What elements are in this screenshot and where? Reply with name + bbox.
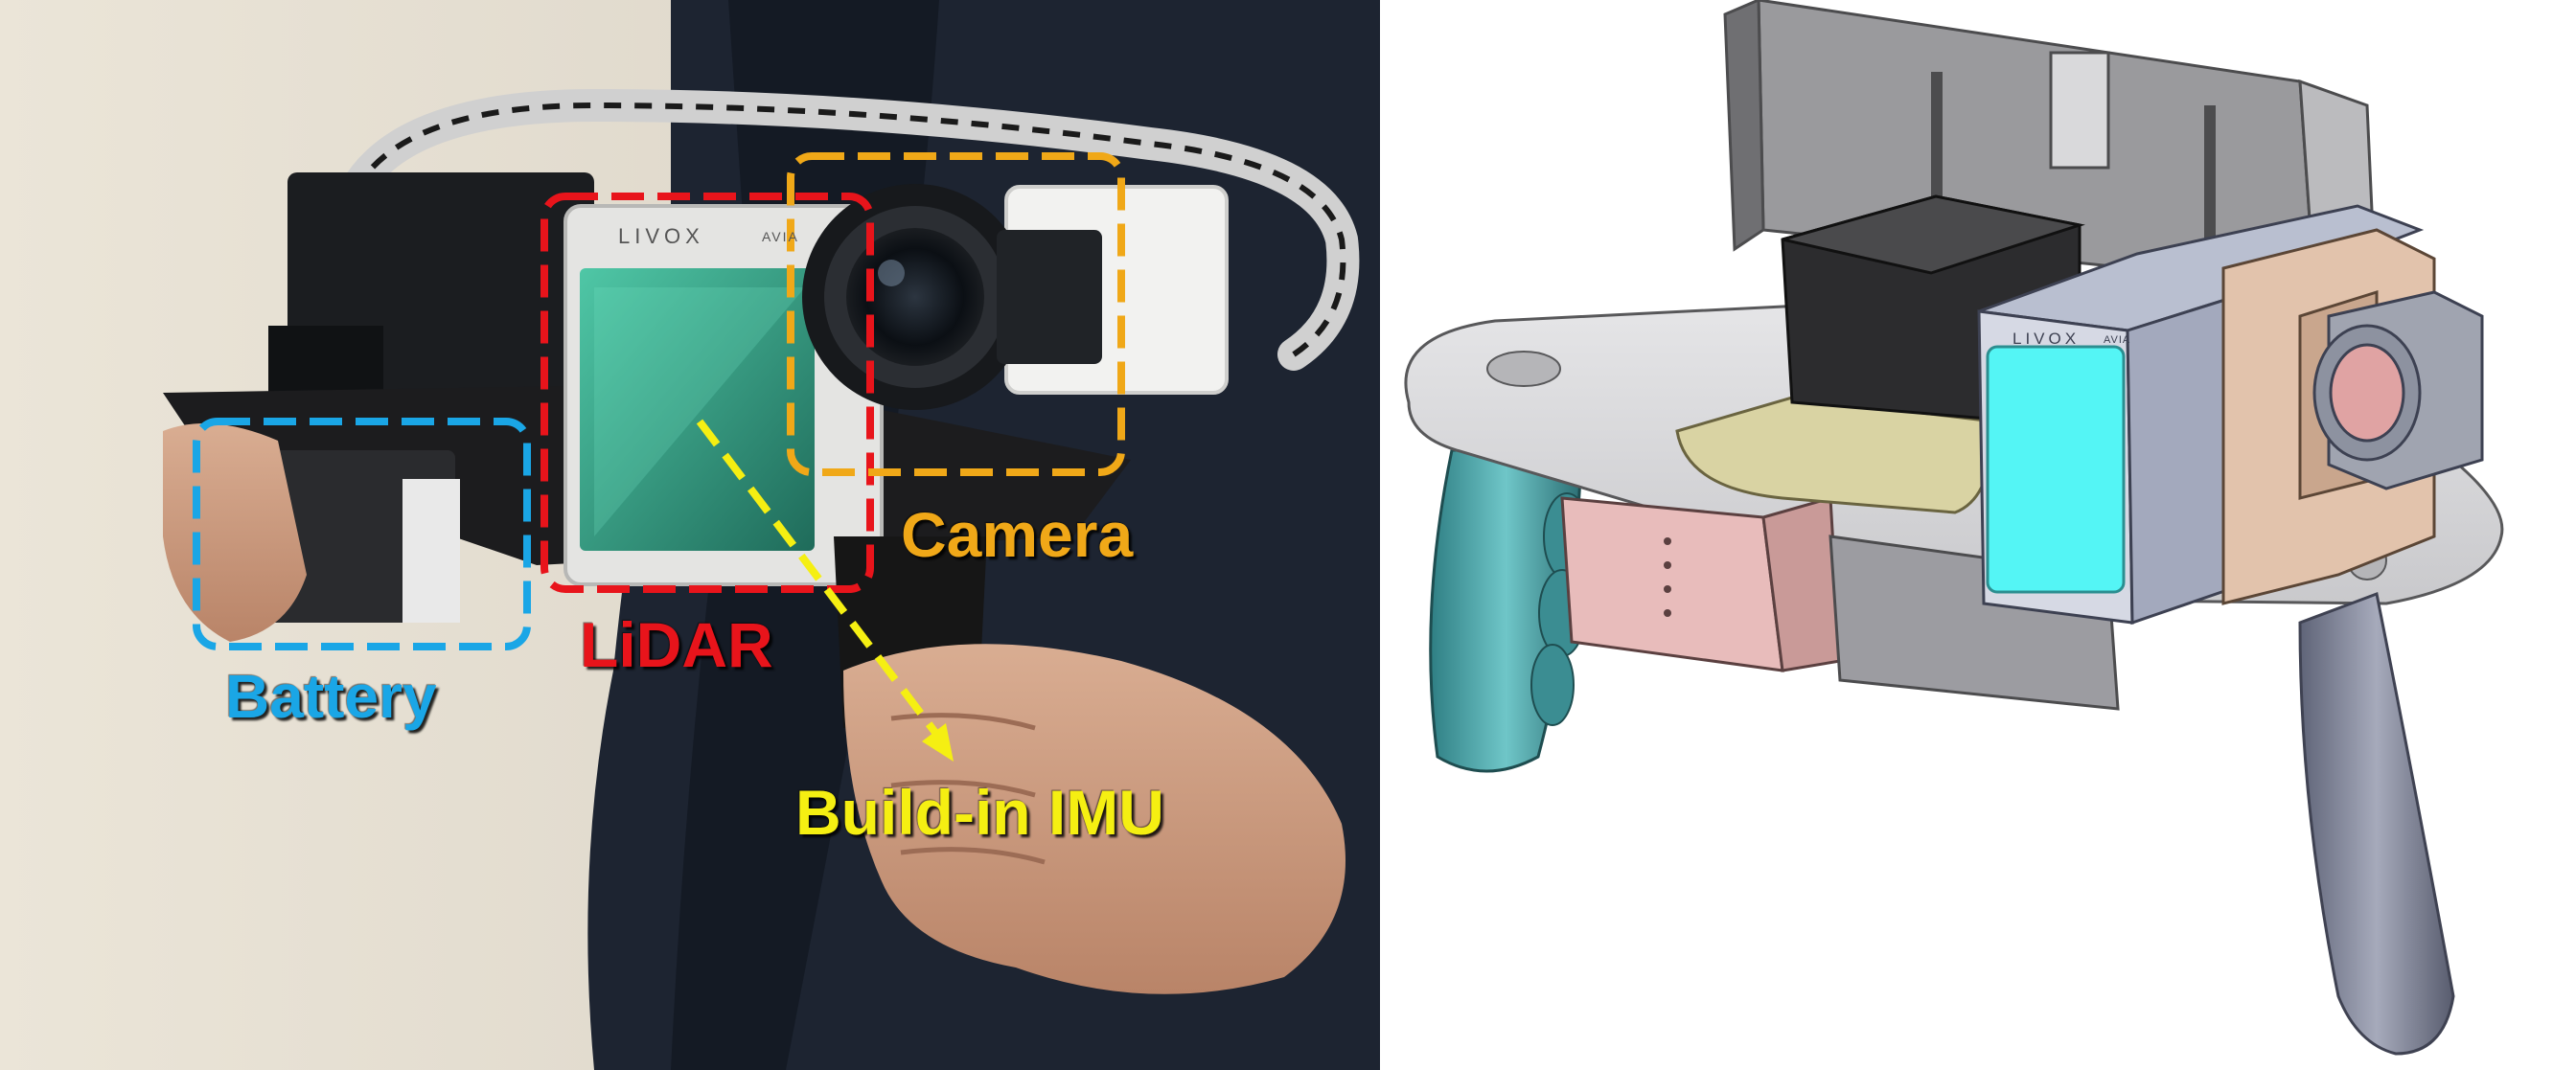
battery-label: Battery: [225, 662, 437, 731]
right-hand: [843, 644, 1346, 994]
cad-lidar-logo-brand: LIVOX: [2012, 330, 2081, 348]
imu-arrow: [696, 419, 943, 740]
cad-battery: [1560, 496, 1784, 672]
cad-lidar-window: [1986, 345, 2126, 594]
imu-arrowhead: [922, 723, 954, 762]
imu-label: Build-in IMU: [795, 777, 1164, 848]
lidar-logo-brand: LIVOX: [618, 224, 704, 248]
cad-illustration: [1404, 0, 2504, 1056]
photo-illustration: [0, 0, 1380, 1070]
lidar-window: [580, 268, 815, 551]
cad-lidar-logo-model: AVIA: [2104, 334, 2131, 346]
cad-panel: LIVOX AVIA: [1380, 0, 2576, 1070]
lidar-logo-model: AVIA: [762, 229, 799, 244]
lidar-label: LiDAR: [580, 609, 773, 680]
photo-panel: LIVOX AVIA Battery LiDAR Camera Build-in…: [0, 0, 1380, 1070]
camera-label: Camera: [901, 499, 1134, 570]
camera-box: [787, 152, 1125, 476]
lidar-box: [540, 193, 874, 593]
battery-box: [193, 418, 531, 650]
cad-right-grip: [2298, 591, 2455, 1056]
